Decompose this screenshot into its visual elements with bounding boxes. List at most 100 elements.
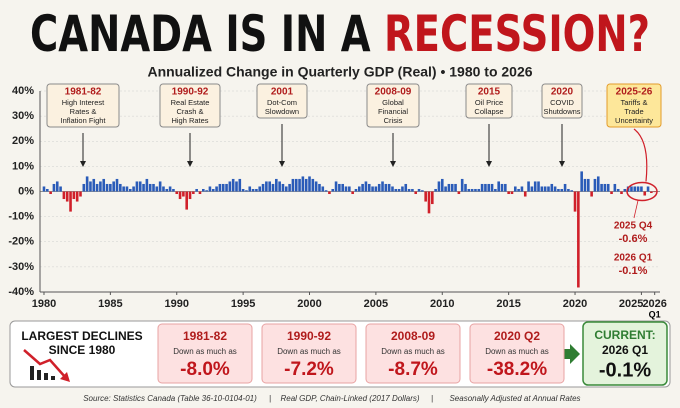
bar — [291, 178, 295, 192]
bar — [198, 191, 202, 195]
bar — [633, 186, 637, 192]
highlight-value: -0.1% — [619, 265, 648, 277]
bar — [630, 186, 633, 192]
callout-text: High Rates — [171, 116, 208, 125]
bar — [460, 178, 464, 192]
bar — [381, 181, 384, 192]
bar — [89, 181, 92, 192]
separator: | — [269, 394, 271, 403]
bar — [69, 191, 72, 212]
y-tick-label: 30% — [12, 110, 34, 122]
callout-text: Dot-Com — [267, 98, 297, 107]
bar — [105, 183, 109, 192]
callout-text: Crash & — [176, 107, 203, 116]
bar — [211, 188, 215, 192]
bar — [205, 190, 208, 192]
bar — [288, 183, 291, 192]
bar — [434, 188, 437, 192]
bar — [484, 183, 487, 192]
bar — [42, 186, 46, 192]
bar — [407, 188, 411, 192]
bar — [417, 188, 421, 192]
bar — [377, 183, 381, 192]
bar — [397, 188, 401, 192]
bar — [241, 188, 245, 192]
source-text: Seasonally Adjusted at Annual Rates — [449, 394, 580, 403]
y-tick-label: 10% — [12, 160, 34, 172]
panel-heading: LARGEST DECLINES — [21, 329, 142, 343]
bar — [188, 191, 192, 200]
card-value: -8.7% — [388, 359, 438, 380]
current-heading: CURRENT: — [594, 328, 655, 342]
bar — [271, 183, 275, 192]
bar — [477, 188, 481, 192]
bar — [294, 178, 298, 192]
bar — [513, 186, 517, 192]
bar — [52, 183, 56, 192]
bar — [248, 186, 252, 192]
bar — [178, 191, 182, 200]
callout-box — [256, 83, 308, 119]
bar — [314, 181, 318, 192]
bar — [92, 178, 96, 192]
bar — [168, 186, 172, 192]
bar — [616, 188, 620, 192]
bar — [470, 188, 474, 192]
bar — [165, 188, 169, 192]
bar — [357, 186, 361, 192]
bar — [537, 181, 540, 192]
bar — [115, 178, 119, 192]
card-note: Down as much as — [381, 347, 445, 356]
bar — [510, 191, 514, 195]
bar — [79, 191, 82, 197]
bar — [172, 188, 175, 192]
source-text: Source: Statistics Canada (Table 36-10-0… — [83, 394, 257, 403]
card-period: 2020 Q2 — [494, 329, 540, 343]
bar — [507, 191, 510, 195]
bar — [255, 188, 258, 192]
bar — [490, 183, 494, 192]
y-tick-label: -30% — [8, 261, 34, 273]
bar — [527, 181, 530, 192]
bar — [338, 183, 341, 192]
bar — [261, 183, 265, 192]
bar — [421, 190, 424, 192]
bar — [431, 191, 434, 205]
bar — [55, 181, 59, 192]
callout-box — [606, 83, 662, 128]
bar — [175, 191, 179, 195]
bar — [235, 181, 238, 192]
bar — [454, 183, 457, 192]
bar — [142, 183, 145, 192]
bar — [391, 186, 394, 192]
bar — [394, 188, 398, 192]
bar — [560, 188, 564, 192]
bar — [258, 186, 262, 192]
arrow — [561, 344, 580, 364]
callout-text: Trade — [624, 107, 643, 116]
callout-arrowhead — [279, 161, 285, 167]
callout-text: Oil Price — [475, 98, 503, 107]
bar — [324, 190, 328, 192]
bar — [125, 186, 129, 192]
card-note: Down as much as — [277, 347, 341, 356]
bar — [523, 191, 527, 197]
bar — [201, 188, 205, 192]
bar — [354, 188, 358, 192]
plot: 40% 30% 20% 10% 0% -10% -20% -30% -40%1980 1985 19… — [8, 83, 667, 319]
bar — [158, 181, 162, 192]
bar — [444, 186, 447, 192]
bar — [275, 178, 278, 192]
bar — [245, 190, 248, 192]
bar — [182, 191, 185, 197]
bar — [298, 178, 301, 192]
highlight-label: 2025 Q4 — [614, 221, 653, 232]
bar — [464, 183, 467, 192]
bar — [75, 191, 79, 202]
bar — [583, 178, 587, 192]
callout-text: Tariffs & — [621, 98, 648, 107]
bar — [85, 176, 89, 192]
highlight-leader — [633, 200, 639, 219]
callout-title: 1990-92 — [172, 87, 209, 98]
bar — [543, 186, 547, 192]
